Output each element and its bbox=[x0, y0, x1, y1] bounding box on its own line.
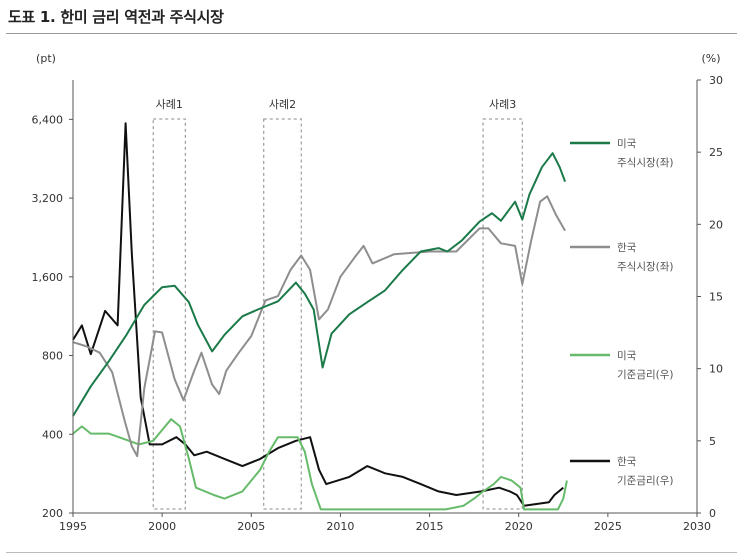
title-divider bbox=[6, 33, 737, 34]
series-line-3 bbox=[72, 122, 564, 507]
legend-label: 미국 bbox=[617, 350, 637, 362]
x-tick-label: 1995 bbox=[59, 520, 87, 533]
legend-label: 주식시장(좌) bbox=[617, 157, 674, 169]
right-tick-label: 0 bbox=[709, 507, 716, 520]
left-tick-label: 400 bbox=[42, 428, 63, 441]
series-line-2 bbox=[72, 418, 568, 511]
x-tick-label: 2015 bbox=[416, 520, 444, 533]
x-tick-label: 2025 bbox=[594, 520, 622, 533]
series-line-1 bbox=[72, 195, 566, 458]
annotation-label: 사례2 bbox=[269, 98, 296, 111]
left-tick-label: 800 bbox=[42, 350, 63, 363]
legend-label: 기준금리(우) bbox=[617, 369, 674, 381]
legend-label: 주식시장(좌) bbox=[617, 261, 674, 273]
page-title: 도표 1. 한미 금리 역전과 주식시장 bbox=[8, 8, 224, 26]
right-tick-label: 10 bbox=[709, 363, 723, 376]
annotation-box bbox=[482, 118, 523, 510]
right-tick-label: 15 bbox=[709, 291, 723, 304]
left-tick-label: 1,600 bbox=[32, 271, 64, 284]
right-tick-label: 25 bbox=[709, 146, 723, 159]
right-tick-label: 5 bbox=[709, 435, 716, 448]
right-axis-unit: (%) bbox=[701, 52, 720, 65]
footer-divider bbox=[6, 552, 737, 553]
annotation-box bbox=[263, 118, 302, 510]
x-tick-label: 2030 bbox=[683, 520, 711, 533]
series-line-0 bbox=[72, 152, 567, 417]
annotation-label: 사례1 bbox=[156, 98, 183, 111]
legend-label: 한국 bbox=[617, 456, 637, 468]
right-tick-label: 30 bbox=[709, 74, 723, 87]
legend-label: 미국 bbox=[617, 138, 637, 150]
left-tick-label: 3,200 bbox=[32, 192, 64, 205]
left-tick-label: 200 bbox=[42, 507, 63, 520]
x-tick-label: 2020 bbox=[505, 520, 533, 533]
legend-label: 기준금리(우) bbox=[617, 475, 674, 487]
x-tick-label: 2005 bbox=[237, 520, 265, 533]
x-tick-label: 2010 bbox=[326, 520, 354, 533]
annotation-label: 사례3 bbox=[489, 98, 516, 111]
x-tick-label: 2000 bbox=[148, 520, 176, 533]
left-axis-unit: (pt) bbox=[36, 52, 56, 65]
right-tick-label: 20 bbox=[709, 218, 723, 231]
annotation-box bbox=[152, 118, 186, 510]
legend-label: 한국 bbox=[617, 242, 637, 254]
left-tick-label: 6,400 bbox=[32, 113, 64, 126]
